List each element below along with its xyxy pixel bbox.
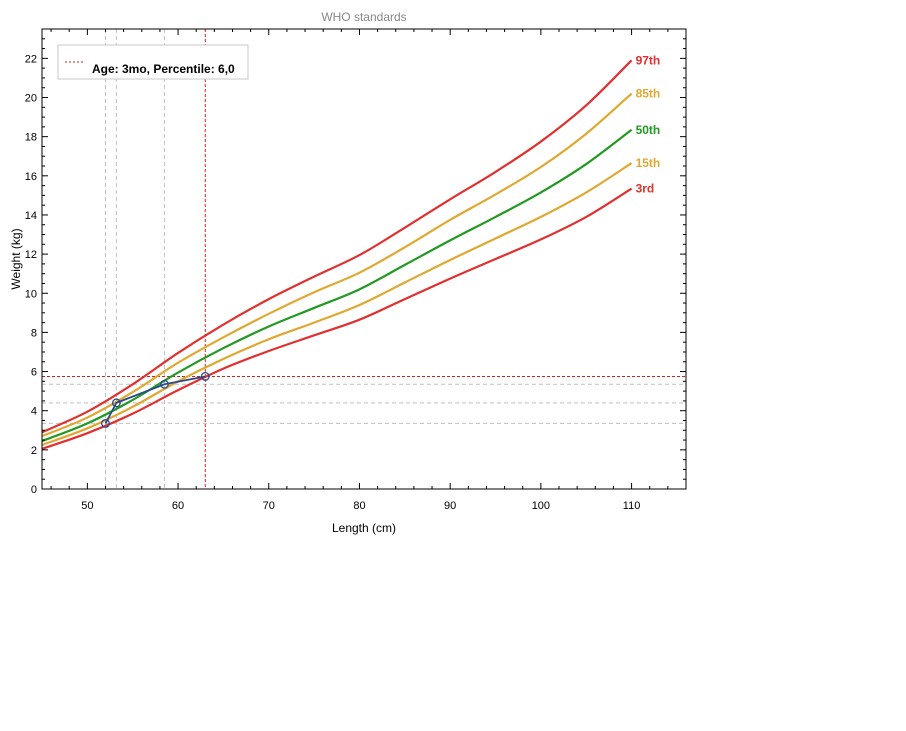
legend: Age: 3mo, Percentile: 6,0 bbox=[57, 44, 249, 80]
x-tick-label: 100 bbox=[532, 500, 550, 512]
x-tick-label: 60 bbox=[172, 500, 184, 512]
measurement-point bbox=[101, 418, 110, 428]
y-tick-label: 0 bbox=[31, 484, 37, 496]
y-tick-label: 6 bbox=[31, 367, 37, 379]
legend-entry: Age: 3mo, Percentile: 6,0 bbox=[92, 62, 235, 76]
y-tick-label: 12 bbox=[25, 249, 37, 261]
y-tick-label: 14 bbox=[25, 210, 37, 222]
y-tick-label: 20 bbox=[25, 93, 37, 105]
x-tick-label: 50 bbox=[81, 500, 93, 512]
measurement-point bbox=[200, 371, 210, 381]
measurement-series bbox=[101, 371, 210, 428]
curve-label-50th: 50th bbox=[636, 123, 661, 137]
x-tick-label: 80 bbox=[353, 500, 365, 512]
curve-15th bbox=[41, 162, 633, 446]
y-tick-label: 18 bbox=[25, 132, 37, 144]
curve-label-97th: 97th bbox=[636, 53, 661, 67]
chart-title: WHO standards bbox=[321, 10, 406, 24]
x-axis: 50 60 70 80 90 100 110 bbox=[50, 29, 687, 512]
curve-85th bbox=[41, 92, 633, 438]
x-axis-title: Length (cm) bbox=[332, 521, 396, 535]
measurement-point bbox=[111, 398, 121, 408]
percentile-curves bbox=[41, 59, 633, 450]
y-tick-label: 4 bbox=[31, 406, 37, 418]
curve-label-85th: 85th bbox=[636, 87, 661, 101]
y-tick-label: 16 bbox=[25, 171, 37, 183]
y-tick-label: 22 bbox=[25, 53, 37, 65]
y-tick-label: 8 bbox=[31, 327, 37, 339]
curve-3rd bbox=[41, 187, 633, 450]
curve-labels: 97th 85th 50th 15th 3rd bbox=[636, 53, 661, 195]
plot-frame bbox=[41, 28, 687, 490]
guide-lines bbox=[42, 29, 686, 489]
curve-label-3rd: 3rd bbox=[636, 182, 655, 196]
y-axis-title: Weight (kg) bbox=[9, 228, 23, 289]
measurement-point bbox=[160, 379, 169, 389]
y-axis: 0 2 4 6 8 10 12 14 16 18 20 22 bbox=[25, 28, 686, 496]
x-tick-label: 70 bbox=[263, 500, 275, 512]
y-tick-label: 10 bbox=[25, 288, 37, 300]
curve-label-15th: 15th bbox=[636, 156, 661, 170]
x-tick-label: 90 bbox=[444, 500, 456, 512]
curve-50th bbox=[41, 128, 633, 443]
y-tick-label: 2 bbox=[31, 445, 37, 457]
measurement-line bbox=[104, 375, 206, 424]
x-tick-label: 110 bbox=[623, 500, 641, 512]
legend-box bbox=[57, 44, 249, 80]
curve-97th bbox=[41, 59, 633, 434]
